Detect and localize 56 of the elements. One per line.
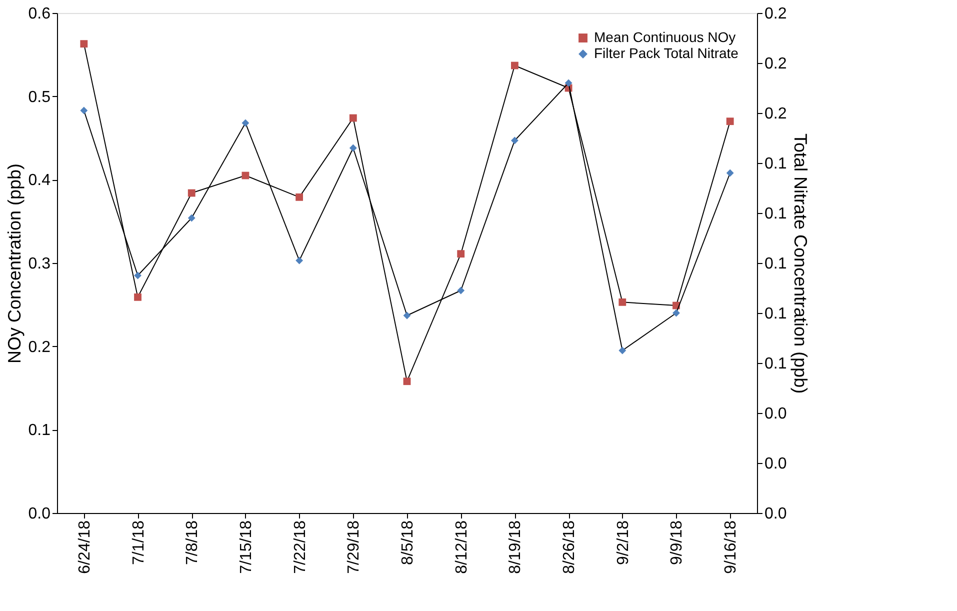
x-tick-label: 8/26/18 (561, 520, 578, 574)
y-axis-title: NOy Concentration (ppb) (4, 163, 24, 364)
y-tick-label: 0.5 (28, 88, 51, 106)
y2-tick-label: 0.0 (764, 506, 787, 522)
y2-tick-label: 0.1 (764, 306, 787, 322)
point (618, 298, 626, 306)
point (188, 189, 196, 197)
x-tick-label: 7/29/18 (346, 520, 363, 574)
y-tick-label: 0.3 (28, 256, 51, 272)
x-tick-label: 7/8/18 (184, 520, 202, 565)
point (510, 136, 518, 144)
point (726, 169, 734, 177)
x-tick-label: 9/16/18 (722, 520, 740, 574)
y-tick-label: 0.1 (28, 422, 51, 440)
y-tick-label: 0.0 (28, 506, 51, 522)
y2-tick-label: 0.2 (764, 106, 787, 122)
point (188, 214, 196, 222)
point (403, 378, 411, 386)
point (349, 114, 357, 122)
point (726, 118, 734, 126)
x-tick-label: 6/24/18 (76, 520, 94, 574)
x-tick-label: 7/15/18 (238, 520, 255, 574)
x-tick-label: 9/2/18 (614, 520, 632, 565)
y2-tick-label: 0.1 (764, 356, 787, 372)
y2-tick-label: 0.0 (764, 406, 787, 422)
point (80, 106, 88, 114)
point (349, 144, 357, 152)
y-tick-label: 0.4 (28, 172, 51, 190)
point (618, 346, 626, 354)
x-tick-label: 9/9/18 (668, 520, 686, 565)
legend-label: Filter Pack Total Nitrate (594, 45, 739, 61)
point (403, 312, 411, 320)
point (510, 62, 518, 70)
x-tick-label: 8/19/18 (507, 520, 524, 574)
x-tick-label: 7/1/18 (130, 520, 148, 565)
x-tick-label: 8/5/18 (400, 520, 416, 565)
y2-tick-label: 0.1 (764, 156, 787, 172)
y-tick-label: 0.2 (28, 338, 51, 356)
y2-axis-title: Total Nitrate Concentration (ppb) (790, 133, 811, 394)
y2-tick-label: 0.1 (764, 206, 787, 222)
point (457, 286, 465, 294)
legend-label: Mean Continuous NOy (594, 29, 736, 45)
point (296, 256, 304, 264)
y2-tick-label: 0.0 (764, 456, 787, 472)
y2-tick-label: 0.1 (764, 256, 787, 272)
y2-tick-label: 0.2 (764, 6, 787, 22)
point (296, 193, 304, 201)
y-tick-label: 0.6 (28, 6, 51, 22)
point (457, 250, 465, 258)
point (80, 40, 88, 48)
x-tick-label: 7/22/18 (292, 520, 309, 574)
point (564, 79, 572, 87)
point (242, 119, 250, 127)
x-tick-label: 8/12/18 (453, 520, 470, 574)
point (134, 293, 142, 301)
y2-tick-label: 0.2 (764, 56, 787, 72)
